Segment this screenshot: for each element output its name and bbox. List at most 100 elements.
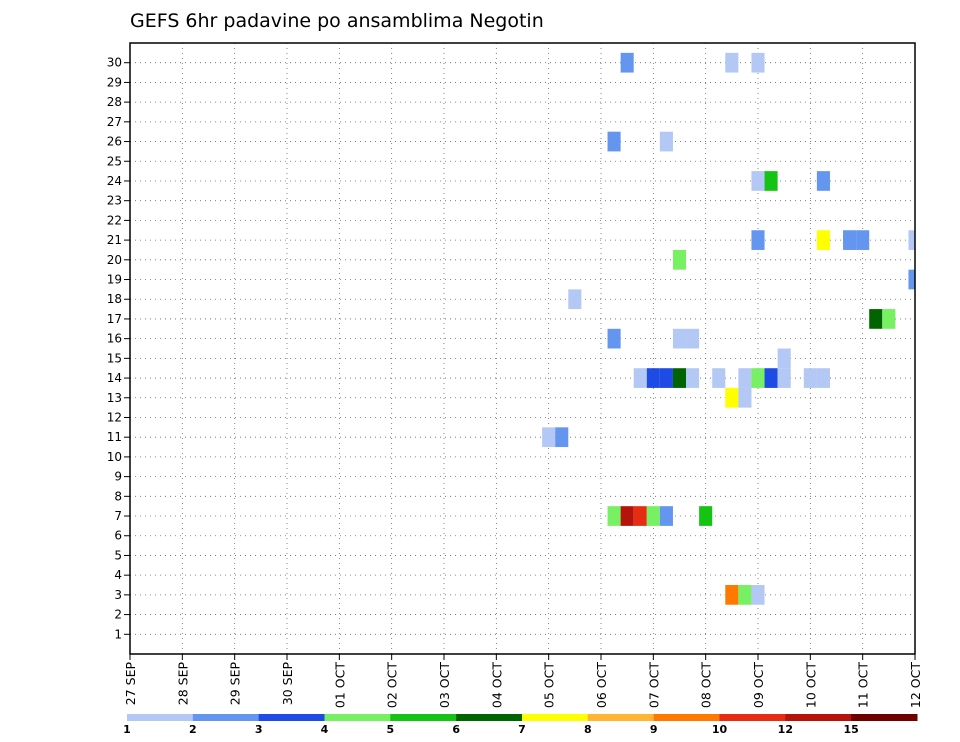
legend-swatch: [127, 714, 194, 721]
x-tick-label: 09 OCT: [751, 662, 766, 708]
y-tick-label: 16: [107, 332, 122, 346]
legend-label: 1: [123, 723, 131, 736]
y-tick-label: 24: [107, 174, 122, 188]
x-tick-label: 11 OCT: [856, 662, 871, 708]
legend-label: 2: [189, 723, 197, 736]
heatmap-cell: [751, 230, 765, 250]
y-tick-label: 23: [107, 194, 122, 208]
heatmap-cell: [620, 506, 634, 526]
heatmap-cell: [607, 506, 621, 526]
x-tick-label: 30 SEP: [280, 662, 295, 706]
y-tick-label: 29: [107, 75, 122, 89]
heatmap-cell: [659, 506, 673, 526]
y-tick-label: 11: [107, 430, 122, 444]
heatmap-cell: [542, 427, 556, 448]
legend-swatch: [456, 714, 523, 721]
legend-swatch: [390, 714, 457, 721]
heatmap-cell: [843, 230, 857, 250]
legend-label: 12: [778, 723, 793, 736]
heatmap-cell: [751, 368, 765, 388]
heatmap-cell: [751, 585, 765, 605]
y-axis: 1234567891011121314151617181920212223242…: [107, 56, 130, 641]
heatmap-cell: [816, 368, 830, 388]
heatmap-cell: [555, 427, 569, 448]
x-tick-label: 05 OCT: [542, 662, 557, 708]
legend-label: 5: [387, 723, 395, 736]
heatmap-cell: [607, 328, 621, 349]
plot-frame: [129, 42, 916, 655]
heatmap-cell: [816, 230, 830, 250]
y-tick-label: 14: [107, 371, 122, 385]
heatmap-cell: [659, 368, 673, 388]
heatmap-cell: [764, 368, 778, 388]
legend-label: 7: [518, 723, 526, 736]
y-tick-label: 12: [107, 410, 122, 424]
heatmap-cell: [646, 368, 660, 388]
heatmap-cell: [738, 585, 752, 605]
heatmap-cell: [672, 328, 687, 349]
chart-title: GEFS 6hr padavine po ansamblima Negotin: [130, 10, 544, 32]
x-tick-label: 28 SEP: [175, 662, 190, 706]
heatmap-cell: [620, 52, 634, 73]
heatmap-cell: [686, 368, 700, 388]
x-axis: 27 SEP 28 SEP 29 SEP 30 SEP 01 OCT 02 OCT 03 O…: [123, 654, 923, 708]
y-tick-label: 13: [107, 391, 122, 405]
legend-label: 10: [712, 723, 728, 736]
x-tick-label: 06 OCT: [594, 662, 609, 708]
grid-layer: [129, 43, 916, 654]
legend-swatch: [324, 714, 391, 721]
heatmap-cell: [607, 131, 621, 152]
heatmap-cell: [908, 230, 915, 250]
heatmap-cell: [751, 171, 765, 191]
y-tick-label: 18: [107, 292, 122, 306]
legend-label: 6: [452, 723, 460, 736]
y-tick-label: 19: [107, 273, 122, 287]
y-tick-label: 5: [114, 548, 122, 562]
heatmap-cell: [738, 368, 752, 388]
legend-label: 8: [584, 723, 592, 736]
heatmap-cell: [672, 249, 687, 270]
x-tick-label: 02 OCT: [385, 662, 400, 708]
x-tick-label: 03 OCT: [437, 662, 452, 708]
heatmap-cell: [725, 387, 739, 408]
legend-label: 9: [650, 723, 658, 736]
heatmap-cell: [751, 52, 765, 73]
heatmap-cell: [568, 289, 582, 310]
y-tick-label: 15: [107, 351, 122, 365]
x-tick-label: 10 OCT: [803, 662, 818, 708]
legend-swatch: [587, 714, 655, 721]
y-tick-label: 3: [114, 588, 122, 602]
legend-label: 3: [255, 723, 263, 736]
heatmap-cell: [777, 348, 791, 369]
legend-swatch: [522, 714, 589, 721]
heatmap-cell: [803, 368, 817, 388]
y-tick-label: 4: [114, 568, 122, 582]
heatmap-cell: [764, 171, 778, 191]
y-tick-label: 8: [114, 489, 122, 503]
y-tick-label: 7: [114, 509, 122, 523]
heatmap-cell: [659, 131, 673, 152]
cells-layer: [542, 52, 915, 605]
x-tick-label: 27 SEP: [123, 662, 138, 706]
x-tick-label: 07 OCT: [646, 662, 661, 708]
heatmap-cell: [686, 328, 700, 349]
heatmap-cell: [646, 506, 660, 526]
y-tick-label: 22: [107, 213, 122, 227]
y-tick-label: 25: [107, 154, 122, 168]
y-tick-label: 6: [114, 529, 122, 543]
heatmap-cell: [816, 171, 830, 191]
legend-swatch: [653, 714, 720, 721]
heatmap-cell: [725, 52, 739, 73]
heatmap-cell: [633, 368, 647, 388]
legend-label: 4: [321, 723, 329, 736]
legend-swatch: [851, 714, 918, 721]
x-tick-label: 01 OCT: [332, 662, 347, 708]
heatmap-cell: [882, 309, 896, 329]
heatmap-cell: [672, 368, 687, 388]
legend-swatch: [719, 714, 786, 721]
x-tick-label: 12 OCT: [908, 662, 923, 708]
color-legend: 1 2 3 4 5 6 7 8 9 10 12 15: [123, 714, 918, 736]
heatmap-cell: [869, 309, 883, 329]
legend-label: 15: [844, 723, 859, 736]
